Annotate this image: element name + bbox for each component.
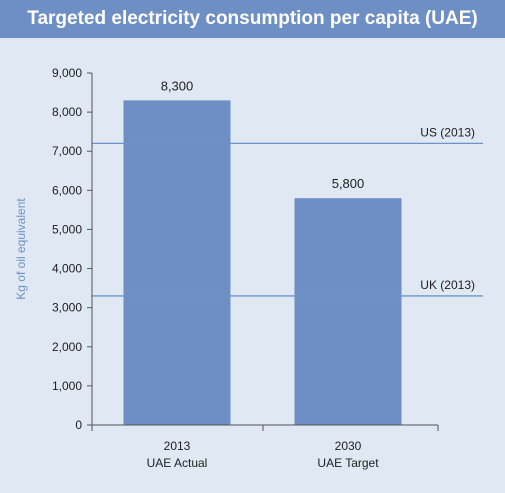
y-tick-label: 5,000 bbox=[52, 222, 82, 236]
reference-line-label: US (2013) bbox=[420, 125, 475, 139]
y-tick-label: 8,000 bbox=[52, 105, 82, 119]
x-tick-label: 2013 bbox=[164, 439, 191, 453]
y-tick-label: 4,000 bbox=[52, 262, 82, 276]
y-tick-label: 2,000 bbox=[52, 340, 82, 354]
y-axis-label: Kg of oil equivalent bbox=[14, 198, 28, 300]
y-tick-label: 0 bbox=[75, 418, 82, 432]
y-tick-label: 1,000 bbox=[52, 379, 82, 393]
bar-2013 bbox=[123, 100, 231, 425]
data-label: 5,800 bbox=[332, 176, 365, 191]
y-tick-label: 6,000 bbox=[52, 183, 82, 197]
y-tick-label: 9,000 bbox=[52, 66, 82, 80]
x-tick-label: UAE Target bbox=[317, 456, 379, 470]
x-tick-label: UAE Actual bbox=[147, 456, 208, 470]
y-tick-label: 7,000 bbox=[52, 144, 82, 158]
x-tick-label: 2030 bbox=[335, 439, 362, 453]
reference-line-label: UK (2013) bbox=[420, 278, 475, 292]
bar-2030 bbox=[294, 198, 402, 425]
title-bar: Targeted electricity consumption per cap… bbox=[0, 0, 505, 38]
chart-title: Targeted electricity consumption per cap… bbox=[27, 8, 478, 29]
data-label: 8,300 bbox=[161, 78, 194, 93]
y-tick-label: 3,000 bbox=[52, 301, 82, 315]
